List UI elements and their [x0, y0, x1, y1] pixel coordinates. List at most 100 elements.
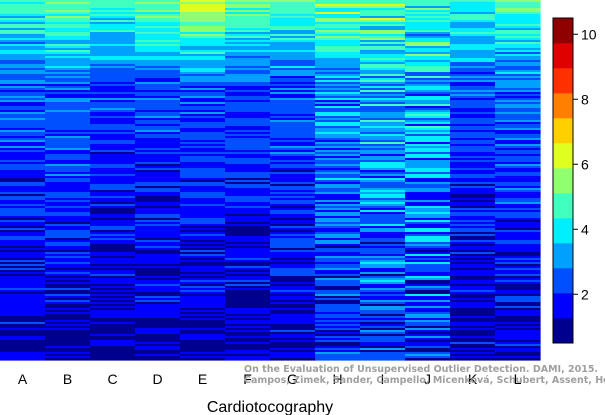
heatmap-cell [135, 242, 181, 245]
heatmap-cell [270, 320, 316, 323]
heatmap-cell [405, 68, 451, 71]
heatmap-cell [90, 346, 136, 349]
heatmap-cell [180, 146, 226, 149]
heatmap-cell [315, 240, 361, 243]
heatmap-cell [270, 104, 316, 107]
heatmap-cell [315, 336, 361, 339]
heatmap-cell [225, 322, 271, 325]
heatmap-cell [45, 160, 91, 163]
heatmap-cell [180, 166, 226, 169]
heatmap-cell [45, 342, 91, 345]
heatmap-cell [270, 106, 316, 109]
heatmap-cell [45, 26, 91, 29]
heatmap-cell [0, 266, 46, 269]
heatmap-cell [270, 164, 316, 167]
heatmap-cell [225, 288, 271, 291]
heatmap-cell [360, 38, 406, 41]
heatmap-cell [135, 240, 181, 243]
heatmap-cell [495, 166, 541, 169]
heatmap-cell [495, 336, 541, 339]
heatmap-cell [270, 210, 316, 213]
heatmap-cell [225, 40, 271, 43]
heatmap-cell [0, 64, 46, 67]
heatmap-cell [225, 198, 271, 201]
heatmap-cell [405, 88, 451, 91]
heatmap-cell [405, 48, 451, 51]
heatmap-cell [90, 34, 136, 37]
heatmap-cell [405, 82, 451, 85]
heatmap-cell [405, 110, 451, 113]
heatmap-cell [180, 328, 226, 331]
heatmap-cell [495, 70, 541, 73]
heatmap-cell [45, 158, 91, 161]
heatmap-cell [315, 270, 361, 273]
heatmap-cell [315, 102, 361, 105]
heatmap-cell [90, 340, 136, 343]
heatmap-cell [90, 210, 136, 213]
heatmap-cell [495, 228, 541, 231]
heatmap-cell [450, 74, 496, 77]
heatmap-cell [180, 220, 226, 223]
heatmap-cell [405, 296, 451, 299]
heatmap-cell [315, 14, 361, 17]
heatmap-cell [405, 178, 451, 181]
heatmap-cell [135, 294, 181, 297]
heatmap-cell [225, 306, 271, 309]
heatmap-cell [450, 304, 496, 307]
heatmap-cell [180, 348, 226, 351]
heatmap-cell [225, 132, 271, 135]
heatmap-cell [495, 38, 541, 41]
heatmap-cell [270, 70, 316, 73]
heatmap-cell [315, 178, 361, 181]
heatmap-cell [315, 108, 361, 111]
heatmap-cell [0, 250, 46, 253]
heatmap-cell [135, 282, 181, 285]
heatmap-cell [495, 252, 541, 255]
heatmap-cell [315, 80, 361, 83]
heatmap-cell [270, 136, 316, 139]
heatmap-cell [270, 132, 316, 135]
heatmap-cell [180, 200, 226, 203]
heatmap-cell [225, 96, 271, 99]
heatmap-cell [0, 82, 46, 85]
heatmap-cell [135, 332, 181, 335]
heatmap-cell [90, 64, 136, 67]
heatmap-cell [135, 234, 181, 237]
heatmap-cell [450, 22, 496, 25]
heatmap-cell [135, 324, 181, 327]
heatmap-cell [180, 350, 226, 353]
heatmap-cell [315, 2, 361, 5]
heatmap-cell [495, 272, 541, 275]
heatmap-cell [315, 100, 361, 103]
heatmap-cell [315, 282, 361, 285]
heatmap-cell [180, 228, 226, 231]
heatmap-cell [45, 72, 91, 75]
heatmap-cell [270, 286, 316, 289]
heatmap-cell [360, 36, 406, 39]
heatmap-cell [45, 292, 91, 295]
heatmap-cell [360, 314, 406, 317]
heatmap-cell [405, 292, 451, 295]
heatmap-cell [270, 200, 316, 203]
heatmap-cell [270, 88, 316, 91]
heatmap-cell [495, 76, 541, 79]
heatmap-cell [90, 32, 136, 35]
heatmap-cell [90, 102, 136, 105]
heatmap-cell [450, 16, 496, 19]
heatmap-cell [225, 282, 271, 285]
heatmap-cell [180, 358, 226, 361]
heatmap-cell [180, 164, 226, 167]
heatmap-cell [360, 178, 406, 181]
heatmap-cell [405, 204, 451, 207]
heatmap-cell [360, 138, 406, 141]
heatmap-cell [0, 14, 46, 17]
heatmap-cell [270, 288, 316, 291]
heatmap-cell [360, 122, 406, 125]
heatmap-cell [0, 334, 46, 337]
heatmap-cell [315, 60, 361, 63]
heatmap-cell [135, 290, 181, 293]
heatmap-cell [45, 142, 91, 145]
heatmap-cell [270, 8, 316, 11]
heatmap-cell [360, 286, 406, 289]
heatmap-cell [135, 110, 181, 113]
